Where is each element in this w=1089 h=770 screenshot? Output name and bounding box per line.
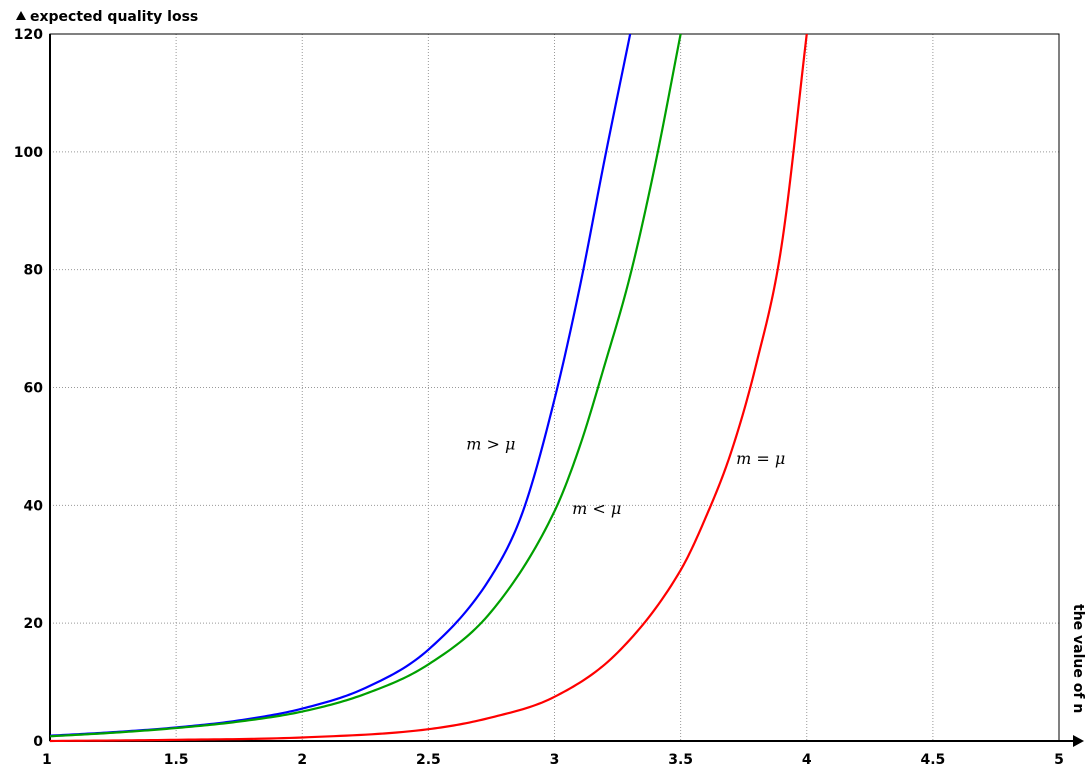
y-axis-title: expected quality loss (30, 9, 198, 25)
x-axis-title: the value of n (1070, 604, 1086, 713)
x-tick-label: 4 (802, 752, 812, 768)
curve-annotation: m > μ (466, 434, 515, 453)
series (49, 33, 808, 743)
curve-annotation: m < μ (572, 499, 621, 518)
x-axis-arrow (1073, 735, 1084, 747)
x-tick-label: 4.5 (920, 752, 945, 768)
annotations: m > μ m < μ m = μ (466, 434, 785, 518)
curve-annotation: m = μ (736, 449, 785, 468)
x-tick-label: 2 (297, 752, 307, 768)
series-line-0 (49, 33, 632, 737)
x-tick-label: 5 (1054, 752, 1064, 768)
grid (50, 34, 1059, 741)
y-axis-arrow (16, 11, 26, 20)
series-line-1 (49, 33, 682, 738)
y-tick-label: 20 (24, 616, 44, 632)
tick-labels: 1 1.5 2 2.5 3 3.5 4 4.5 5 0 20 40 60 80 100 120 (14, 27, 1064, 768)
x-tick-label: 2.5 (416, 752, 441, 768)
y-tick-label: 60 (24, 381, 44, 397)
series-line-2 (49, 33, 808, 743)
x-tick-label: 1 (42, 752, 52, 768)
y-tick-label: 0 (33, 734, 43, 750)
y-tick-label: 120 (14, 27, 43, 43)
x-tick-label: 3 (550, 752, 560, 768)
x-tick-label: 1.5 (164, 752, 189, 768)
y-tick-label: 80 (24, 263, 44, 279)
y-tick-label: 100 (14, 145, 43, 161)
axes (16, 11, 1084, 747)
y-tick-label: 40 (24, 498, 44, 514)
x-tick-label: 3.5 (668, 752, 693, 768)
